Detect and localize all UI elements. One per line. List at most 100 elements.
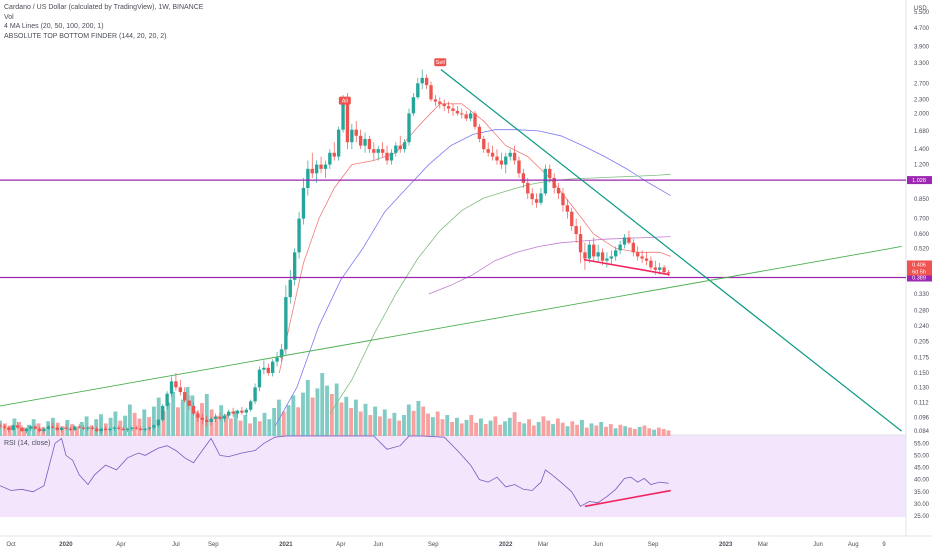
candle-body	[270, 361, 275, 373]
candle-body	[117, 427, 121, 429]
price-tick-label: 3.900	[914, 44, 930, 50]
rsi-tick-label: 45.00	[914, 466, 930, 472]
indicator-vol[interactable]: Vol	[4, 13, 14, 21]
candle-body	[341, 99, 345, 130]
volume-bar	[426, 413, 430, 436]
volume-bar	[180, 399, 185, 436]
candle-body	[446, 106, 451, 109]
candle-body	[42, 428, 46, 432]
volume-bar	[599, 422, 604, 436]
candle-body	[587, 244, 592, 259]
price-tick-label: 0.280	[914, 308, 930, 314]
signal-label: Sell	[436, 60, 445, 66]
candle-body	[376, 149, 380, 153]
volume-bar	[248, 423, 253, 436]
rsi-tick-label: 25.00	[914, 514, 930, 520]
candle-body	[578, 234, 583, 253]
last-price-tag	[907, 260, 932, 269]
candle-body	[191, 405, 196, 414]
volume-bar	[406, 404, 411, 436]
volume-bar	[353, 399, 358, 436]
candle-body	[649, 260, 653, 268]
candle-body	[468, 113, 473, 119]
candle-body	[112, 427, 117, 429]
candle-body	[288, 279, 292, 298]
candle-body	[15, 425, 20, 428]
candle-body	[165, 393, 169, 406]
volume-bar	[219, 405, 224, 436]
volume-bar	[642, 425, 647, 436]
volume-bar	[594, 425, 599, 436]
price-tick-label: 0.112	[914, 400, 929, 406]
time-tick-label: Oct	[6, 542, 16, 548]
candle-body	[495, 156, 499, 161]
volume-bar	[291, 395, 296, 436]
candle-body	[490, 152, 495, 157]
candle-body	[345, 99, 350, 143]
volume-bar	[339, 402, 344, 436]
candle-body	[59, 427, 64, 430]
candle-body	[275, 357, 279, 362]
candle-body	[152, 425, 156, 428]
price-axis-currency: USD	[914, 6, 927, 12]
drawing-lines[interactable]: Sell All	[0, 58, 906, 432]
signal-label: All	[342, 99, 348, 105]
last-price-label: 6d 5h	[912, 269, 926, 275]
time-tick-label: 2021	[279, 542, 293, 548]
candle-body	[552, 177, 556, 189]
candle-body	[605, 258, 609, 261]
candle-body	[227, 411, 231, 416]
volume-bar	[277, 399, 281, 436]
indicator-top-bottom-finder[interactable]: ABSOLUTE TOP BOTTOM FINDER (144, 20, 20,…	[4, 32, 167, 40]
candle-body	[81, 427, 86, 429]
volume-bar	[565, 426, 570, 436]
volume-bar	[575, 424, 580, 436]
volume-bar	[469, 415, 474, 436]
rsi-legend[interactable]: RSI (14, close)	[4, 440, 51, 447]
volume-bar	[358, 411, 363, 436]
candle-body	[526, 182, 530, 194]
candle-body	[2, 426, 7, 428]
rsi-series	[0, 435, 671, 508]
candle-body	[539, 193, 543, 203]
candle-body	[596, 252, 600, 257]
candle-body	[328, 152, 332, 165]
price-tick-label: 4.700	[914, 26, 930, 32]
volume-bar	[430, 417, 435, 436]
volume-bar	[320, 373, 325, 436]
time-tick-label: 9	[882, 542, 886, 548]
volume-bar	[522, 423, 527, 436]
volume-bar	[507, 417, 512, 436]
price-tick-label: 0.700	[914, 217, 930, 223]
trendline-bottom	[583, 258, 670, 276]
volume-bar	[546, 420, 551, 436]
candle-body	[504, 156, 508, 165]
hline-price-label: 1.028	[912, 178, 926, 184]
candle-body	[103, 428, 108, 430]
volume-bar	[329, 394, 334, 436]
candle-body	[310, 168, 314, 174]
candle-body	[143, 428, 147, 430]
candle-body	[253, 387, 257, 402]
volume-bar	[99, 414, 103, 436]
candle-body	[631, 242, 636, 253]
candlesticks	[0, 69, 671, 434]
volume-bar	[228, 418, 233, 436]
volume-bar	[26, 424, 31, 436]
volume-bar	[137, 418, 142, 436]
volume-bar	[132, 412, 137, 436]
volume-bar	[79, 422, 84, 436]
candle-body	[398, 145, 402, 150]
candle-body	[187, 400, 191, 406]
candle-body	[424, 77, 429, 86]
candle-body	[130, 427, 134, 429]
indicator-ma-lines[interactable]: 4 MA Lines (20, 50, 100, 200, 1)	[4, 23, 104, 30]
volume-bar	[195, 411, 200, 436]
time-tick-label: Mar	[758, 542, 768, 548]
candle-body	[262, 367, 266, 370]
symbol-title[interactable]: Cardano / US Dollar (calculated by Tradi…	[4, 4, 204, 11]
candle-body	[433, 99, 438, 102]
volume-bar	[512, 412, 517, 436]
candle-body	[218, 416, 222, 419]
